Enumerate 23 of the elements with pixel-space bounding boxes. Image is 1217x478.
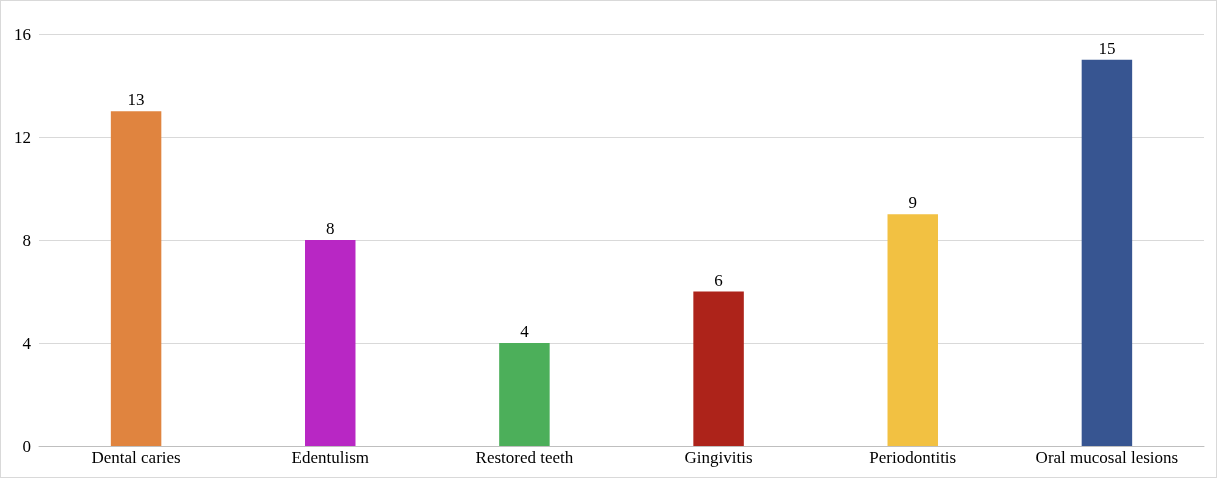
x-tick-label: Periodontitis	[869, 448, 957, 467]
x-tick-label: Oral mucosal lesions	[1035, 448, 1179, 467]
data-label: 4	[520, 322, 530, 341]
bar	[305, 240, 356, 446]
bar	[1081, 59, 1133, 446]
bar	[499, 343, 550, 446]
y-tick-label: 8	[22, 230, 31, 250]
bar	[110, 111, 162, 446]
bar	[693, 291, 744, 446]
bar	[887, 214, 938, 446]
data-label: 6	[714, 270, 723, 290]
y-tick-label: 16	[14, 24, 31, 44]
data-label: 9	[908, 193, 917, 213]
x-tick-label: Gingivitis	[684, 448, 753, 467]
y-tick-label: 0	[22, 436, 31, 456]
data-label: 8	[326, 219, 335, 238]
x-tick-label: Edentulism	[291, 448, 369, 467]
x-tick-label: Dental caries	[91, 448, 181, 467]
data-label: 13	[127, 90, 145, 110]
y-tick-label: 4	[22, 333, 32, 353]
data-label: 15	[1098, 38, 1116, 58]
x-tick-label: Restored teeth	[475, 448, 574, 467]
y-tick-label: 12	[14, 127, 31, 147]
